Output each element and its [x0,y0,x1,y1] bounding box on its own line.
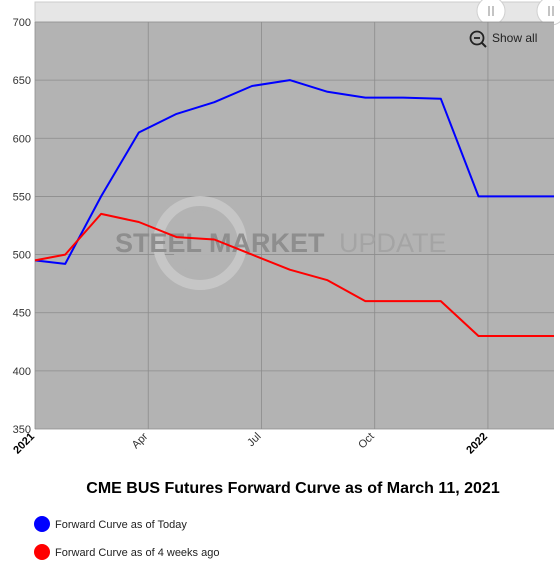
y-tick-label: 450 [13,308,31,320]
y-tick-label: 500 [13,250,31,262]
legend: Forward Curve as of Today Forward Curve a… [34,516,219,560]
legend-label[interactable]: Forward Curve as of Today [55,519,187,531]
range-scrollbar[interactable] [34,0,560,26]
scroll-handle-left[interactable] [476,0,506,26]
grip-handle-icon[interactable] [476,0,506,26]
watermark-swoosh-icon [153,196,247,290]
x-tick-label: 2022 [464,431,490,457]
grid-lines [34,21,554,430]
legend-item[interactable]: Forward Curve as of 4 weeks ago [34,544,219,560]
plot-area [35,22,554,429]
chart-title: CME BUS Futures Forward Curve as of Marc… [86,480,500,497]
legend-item[interactable]: Forward Curve as of Today [34,516,187,532]
legend-marker[interactable] [34,516,50,532]
series-line-four-weeks-ago[interactable] [34,212,554,337]
legend-label[interactable]: Forward Curve as of 4 weeks ago [55,547,219,559]
y-tick-label: 350 [13,424,31,436]
x-tick-label: Jul [245,431,263,449]
x-tick-label: Apr [130,430,151,451]
zoom-out-icon[interactable] [469,30,487,48]
y-axis-tick-labels: 350 400 450 500 550 600 650 700 [13,17,31,436]
y-tick-label: 400 [13,366,31,378]
legend-marker[interactable] [34,544,50,560]
y-tick-label: 600 [13,133,31,145]
x-tick-label: Oct [356,431,377,452]
show-all-button[interactable]: Show all [467,28,547,48]
series-layer [34,79,554,337]
svg-text:STEEL MARKET UPDATE: STEEL MARKET UPDATE [115,228,447,258]
show-all-label[interactable]: Show all [492,31,537,45]
watermark-logo: STEEL MARKET UPDATE [115,196,447,290]
watermark-light-text: UPDATE [339,228,447,258]
y-tick-label: 700 [13,17,31,29]
series-line-today[interactable] [34,79,554,265]
y-tick-label: 550 [13,191,31,203]
x-axis-tick-labels: 2021 Apr Jul Oct 2022 [11,430,490,456]
watermark-bold-text: STEEL MARKET [115,228,325,258]
y-tick-label: 650 [13,75,31,87]
